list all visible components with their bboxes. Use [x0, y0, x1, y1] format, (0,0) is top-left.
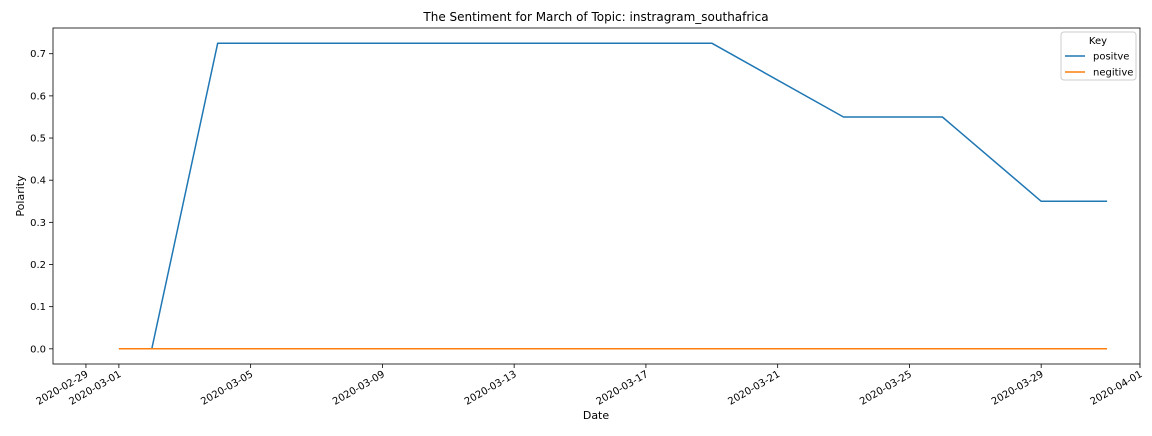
- y-axis-ticks: 0.0 0.1 0.2 0.3 0.4 0.5 0.6 0.7: [30, 49, 53, 355]
- legend-label-negitive: negitive: [1093, 68, 1133, 79]
- y-tick-label: 0.1: [30, 302, 46, 313]
- legend: Key positve negitive: [1060, 31, 1137, 81]
- legend-title: Key: [1089, 36, 1107, 47]
- y-axis-label: Polarity: [14, 175, 27, 217]
- y-tick-label: 0.4: [30, 176, 46, 187]
- y-tick-label: 0.3: [30, 218, 46, 229]
- y-tick-label: 0.0: [30, 344, 46, 355]
- legend-frame: [1060, 31, 1137, 81]
- y-tick-label: 0.2: [30, 260, 46, 271]
- y-tick-label: 0.7: [30, 49, 46, 60]
- chart-title: The Sentiment for March of Topic: instra…: [422, 10, 768, 24]
- x-axis-label: Date: [583, 409, 610, 422]
- series-line-positve: [118, 42, 1108, 350]
- y-tick-label: 0.6: [30, 91, 46, 102]
- series-lines: [118, 42, 1108, 350]
- y-tick-label: 0.5: [30, 134, 46, 145]
- legend-items: positve negitive: [1065, 52, 1133, 79]
- legend-label-positve: positve: [1093, 52, 1129, 63]
- plot-frame: [52, 27, 1141, 365]
